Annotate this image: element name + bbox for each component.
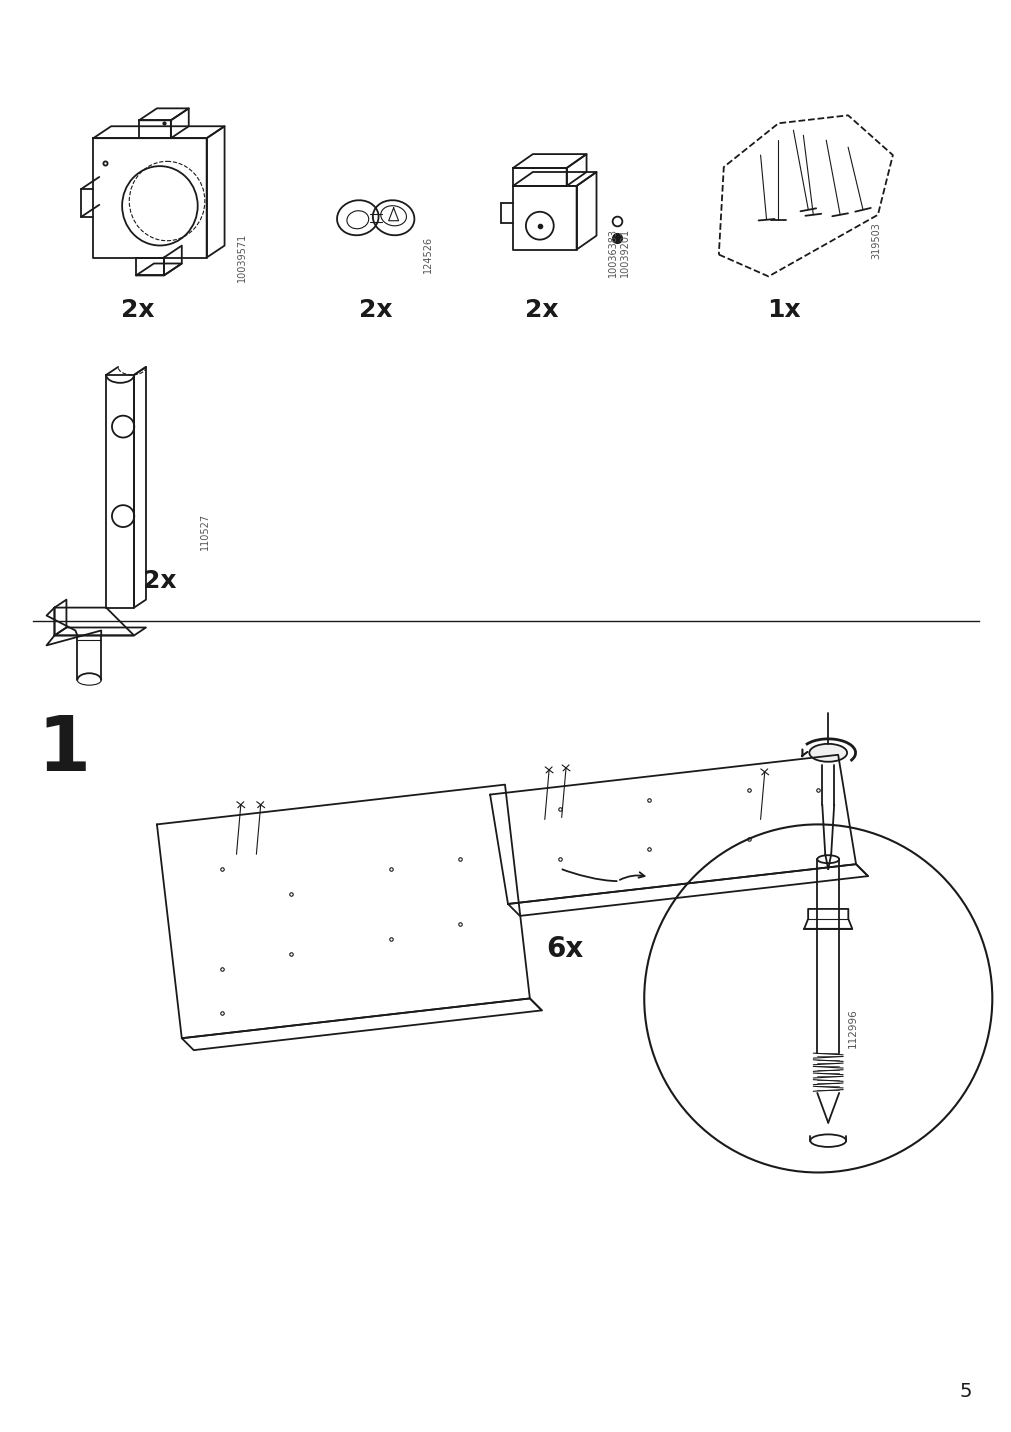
Text: 124526: 124526: [422, 236, 432, 274]
Text: 5: 5: [959, 1382, 972, 1402]
Ellipse shape: [809, 743, 846, 762]
Text: 10039571: 10039571: [237, 233, 247, 282]
Text: 319503: 319503: [870, 222, 881, 259]
Text: 110527: 110527: [199, 513, 209, 550]
Text: 1: 1: [37, 713, 91, 786]
Text: 2x: 2x: [143, 569, 177, 593]
Text: 1x: 1x: [766, 298, 800, 322]
Text: 10039201: 10039201: [620, 228, 630, 278]
Text: 2x: 2x: [121, 298, 155, 322]
Text: 2x: 2x: [525, 298, 558, 322]
Text: 10036383: 10036383: [608, 228, 618, 276]
Text: 112996: 112996: [847, 1008, 857, 1048]
Text: 2x: 2x: [359, 298, 392, 322]
Text: 6x: 6x: [546, 935, 582, 962]
